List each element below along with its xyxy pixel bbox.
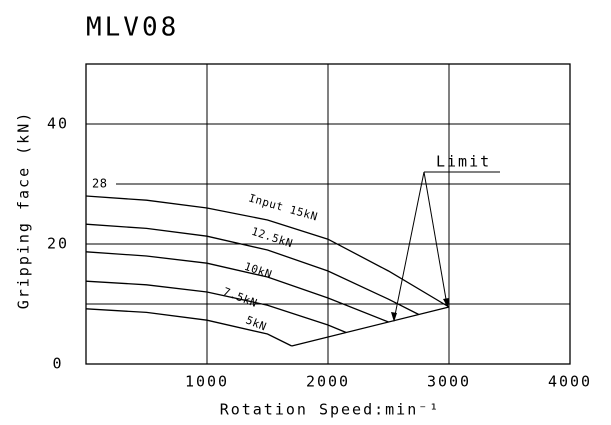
y-tick-label: 0: [52, 355, 63, 373]
series-line: [85, 280, 347, 334]
series-label: 10kN: [243, 260, 274, 282]
x-tick-label: 3000: [427, 373, 471, 391]
start-annotation: 28: [92, 177, 107, 191]
limit-annotation: Limit: [436, 153, 491, 171]
series-label: Input 15kN: [247, 191, 319, 223]
limit-arrow: [423, 171, 448, 306]
x-tick-label: 1000: [185, 373, 229, 391]
x-axis-label: Rotation Speed:min⁻¹: [220, 401, 441, 419]
series-line: [85, 251, 389, 323]
y-tick-label: 20: [47, 235, 69, 253]
y-axis-label: Gripping face (kN): [15, 111, 33, 310]
series-line: [85, 308, 292, 347]
series-label: 5kN: [244, 314, 269, 334]
series-line: [85, 223, 420, 316]
limit-arrow: [393, 171, 425, 321]
y-tick-label: 40: [47, 115, 69, 133]
x-tick-label: 4000: [548, 373, 592, 391]
series-label: 12.5kN: [250, 225, 295, 251]
series-line: [291, 306, 450, 347]
x-tick-label: 2000: [306, 373, 350, 391]
series-label: 7.5kN: [221, 285, 259, 310]
limit-arrowhead: [391, 312, 397, 322]
series-line: [85, 195, 450, 308]
chart-title: MLV08: [86, 13, 179, 43]
